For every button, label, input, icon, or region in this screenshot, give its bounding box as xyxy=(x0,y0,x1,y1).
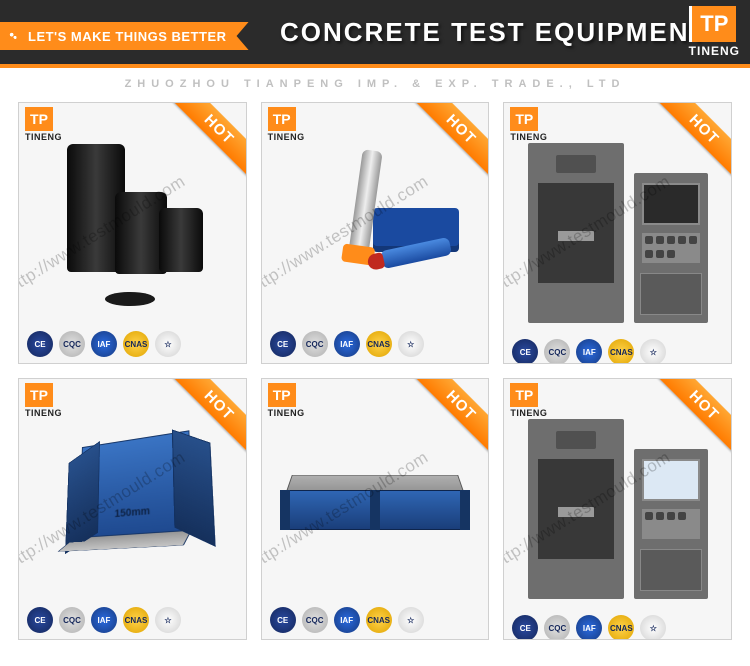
iso-badge-icon: ☆ xyxy=(640,339,666,364)
tp-logo-icon: TP xyxy=(268,107,296,131)
card-brand: TP TINENG xyxy=(268,383,305,418)
ce-badge-icon: CE xyxy=(512,339,538,364)
compression-machine-icon xyxy=(518,133,718,323)
card-brand-text: TINENG xyxy=(510,408,547,418)
card-brand-text: TINENG xyxy=(510,132,547,142)
tp-logo-icon: TP xyxy=(25,107,53,131)
iso-badge-icon: ☆ xyxy=(398,607,424,633)
product-card: TP TINENG HOT http://www.testmould.com C… xyxy=(261,102,490,364)
iaf-badge-icon: IAF xyxy=(334,607,360,633)
iaf-badge-icon: IAF xyxy=(334,331,360,357)
card-brand: TP TINENG xyxy=(25,383,62,418)
iso-badge-icon: ☆ xyxy=(155,331,181,357)
ce-badge-icon: CE xyxy=(270,607,296,633)
cqc-badge-icon: CQC xyxy=(544,339,570,364)
cqc-badge-icon: CQC xyxy=(302,607,328,633)
beam-mould-icon xyxy=(280,460,470,540)
cert-badges: CE CQC IAF CNAS ☆ xyxy=(19,601,246,639)
cert-badges: CE CQC IAF CNAS ☆ xyxy=(504,333,731,364)
card-brand: TP TINENG xyxy=(510,383,547,418)
card-brand: TP TINENG xyxy=(510,107,547,142)
ce-badge-icon: CE xyxy=(270,331,296,357)
cube-mould-icon: 150mm xyxy=(65,428,211,568)
cert-badges: CE CQC IAF CNAS ☆ xyxy=(19,325,246,363)
iso-badge-icon: ☆ xyxy=(640,615,666,640)
card-brand: TP TINENG xyxy=(25,107,62,142)
tp-logo-icon: TP xyxy=(25,383,53,407)
cqc-badge-icon: CQC xyxy=(302,331,328,357)
cert-badges: CE CQC IAF CNAS ☆ xyxy=(262,601,489,639)
card-brand-text: TINENG xyxy=(268,132,305,142)
ce-badge-icon: CE xyxy=(512,615,538,640)
card-brand-text: TINENG xyxy=(25,408,62,418)
page-title: CONCRETE TEST EQUIPMENT xyxy=(280,17,707,48)
cnas-badge-icon: CNAS xyxy=(366,331,392,357)
product-grid: TP TINENG HOT http://www.testmould.com C… xyxy=(0,102,750,658)
cnas-badge-icon: CNAS xyxy=(366,607,392,633)
tp-logo-icon: TP xyxy=(510,107,538,131)
iaf-badge-icon: IAF xyxy=(91,331,117,357)
tp-logo-icon: TP xyxy=(692,6,736,42)
product-card: TP TINENG HOT http://www.testmould.com C… xyxy=(503,102,732,364)
cylinder-mould-icon xyxy=(47,144,217,304)
cert-badges: CE CQC IAF CNAS ☆ xyxy=(504,609,731,640)
card-brand: TP TINENG xyxy=(268,107,305,142)
ce-badge-icon: CE xyxy=(27,607,53,633)
cqc-badge-icon: CQC xyxy=(59,607,85,633)
product-card: TP TINENG HOT http://www.testmould.com C… xyxy=(503,378,732,640)
universal-testing-machine-icon xyxy=(518,409,718,599)
product-card: TP TINENG HOT http://www.testmould.com C… xyxy=(18,102,247,364)
tp-logo-icon: TP xyxy=(268,383,296,407)
cnas-badge-icon: CNAS xyxy=(123,331,149,357)
brand-name: TINENG xyxy=(689,44,740,58)
tagline-ribbon: LET'S MAKE THINGS BETTER xyxy=(0,22,249,50)
iaf-badge-icon: IAF xyxy=(576,615,602,640)
iaf-badge-icon: IAF xyxy=(91,607,117,633)
cqc-badge-icon: CQC xyxy=(544,615,570,640)
cnas-badge-icon: CNAS xyxy=(123,607,149,633)
cert-badges: CE CQC IAF CNAS ☆ xyxy=(262,325,489,363)
iso-badge-icon: ☆ xyxy=(398,331,424,357)
card-brand-text: TINENG xyxy=(25,132,62,142)
cqc-badge-icon: CQC xyxy=(59,331,85,357)
cnas-badge-icon: CNAS xyxy=(608,339,634,364)
company-subheader: ZHUOZHOU TIANPENG IMP. & EXP. TRADE., LT… xyxy=(0,68,750,102)
product-card: TP TINENG HOT http://www.testmould.com 1… xyxy=(18,378,247,640)
rebound-hammer-icon xyxy=(285,144,465,304)
tagline-text: LET'S MAKE THINGS BETTER xyxy=(28,29,227,44)
iso-badge-icon: ☆ xyxy=(155,607,181,633)
brand-logo-block: TP TINENG xyxy=(689,6,740,58)
iaf-badge-icon: IAF xyxy=(576,339,602,364)
ce-badge-icon: CE xyxy=(27,331,53,357)
header-bar: LET'S MAKE THINGS BETTER CONCRETE TEST E… xyxy=(0,0,750,68)
product-card: TP TINENG HOT http://www.testmould.com C… xyxy=(261,378,490,640)
card-brand-text: TINENG xyxy=(268,408,305,418)
cnas-badge-icon: CNAS xyxy=(608,615,634,640)
tp-logo-icon: TP xyxy=(510,383,538,407)
